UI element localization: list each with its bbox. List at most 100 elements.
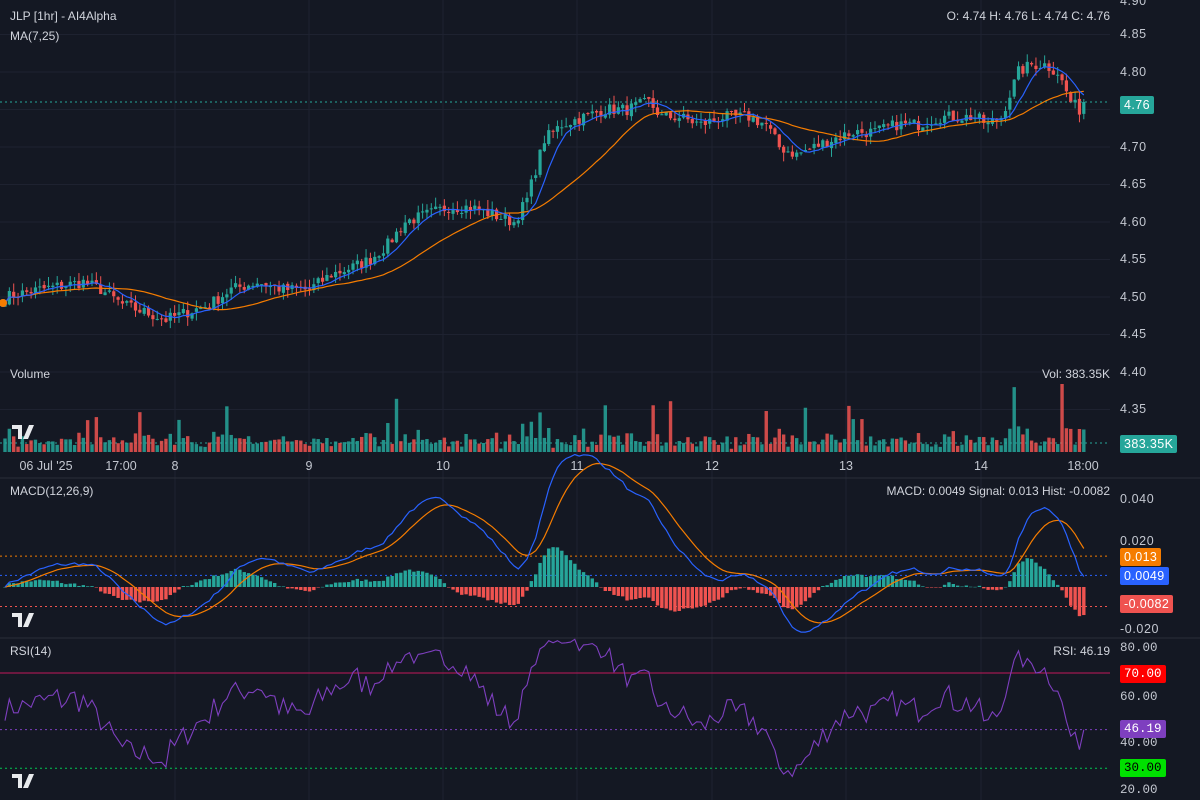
candle-body (177, 312, 181, 316)
volume-bar (3, 438, 7, 452)
candle-body (599, 111, 603, 117)
volume-bar (882, 439, 886, 452)
macd-histogram-bar (1038, 566, 1042, 587)
volume-bar (338, 442, 342, 452)
volume-bar (694, 446, 699, 452)
price-tick: 4.60 (1120, 215, 1147, 229)
candle-body (986, 122, 990, 125)
rsi-tick: 80.00 (1120, 641, 1158, 655)
macd-histogram-bar (90, 586, 94, 587)
macd-histogram-bar (25, 580, 29, 587)
volume-bar (603, 405, 607, 452)
macd-histogram-bar (168, 587, 172, 596)
candle-body (825, 140, 829, 148)
volume-bar (38, 443, 42, 452)
candle-body (655, 107, 660, 116)
candle-body (360, 261, 364, 268)
candle-body (442, 205, 446, 212)
macd-histogram-bar (1047, 574, 1051, 587)
macd-histogram-bar (708, 587, 712, 603)
candle-body (1064, 80, 1068, 92)
volume-bar (621, 444, 625, 452)
volume-bar (316, 439, 320, 452)
volume-bar (412, 439, 416, 452)
tradingview-logo-icon (12, 425, 34, 439)
macd-histogram-bar (38, 579, 42, 587)
macd-histogram-bar (573, 563, 577, 587)
macd-histogram-bar (373, 581, 377, 587)
rsi-tick: 20.00 (1120, 783, 1158, 797)
volume-bar (755, 437, 760, 452)
candle-body (525, 197, 529, 203)
volume-bar (747, 433, 751, 452)
macd-line (4, 453, 1085, 633)
macd-histogram-bar (777, 587, 781, 604)
volume-bar (81, 437, 85, 452)
macd-histogram-bar (982, 587, 986, 589)
macd-histogram-bar (281, 586, 286, 587)
volume-bar (799, 444, 803, 452)
volume-bar (451, 441, 455, 452)
volume-bar (168, 433, 172, 452)
macd-histogram-bar (816, 587, 821, 591)
volume-bar (1016, 426, 1021, 452)
macd-histogram-bar (873, 575, 877, 587)
candle-body (668, 112, 673, 119)
volume-bar (455, 440, 460, 452)
volume-bar (768, 443, 773, 452)
volume-bar (460, 446, 464, 452)
macd-histogram-bar (81, 585, 85, 587)
volume-bar (703, 436, 708, 452)
candle-body (486, 208, 490, 217)
candle-body (394, 231, 399, 243)
volume-bar (503, 441, 507, 452)
macd-histogram-bar (677, 587, 681, 611)
volume-bar (107, 440, 112, 452)
macd-histogram-bar (686, 587, 690, 609)
candle-body (203, 306, 207, 308)
volume-bar (921, 443, 925, 452)
volume-bar (821, 439, 825, 452)
price-tick: 4.55 (1120, 252, 1147, 266)
macd-histogram-bar (159, 587, 164, 601)
candle-body (116, 297, 120, 300)
volume-bar (542, 437, 547, 452)
macd-histogram-bar (7, 583, 12, 587)
macd-histogram-bar (190, 584, 194, 587)
macd-histogram-bar (977, 585, 982, 587)
macd-histogram-bar (368, 581, 373, 587)
volume-bar (986, 445, 990, 452)
macd-histogram-bar (812, 587, 816, 593)
candle-body (181, 308, 185, 314)
candle-body (281, 284, 285, 293)
volume-bar (1003, 438, 1008, 452)
price-tick: 4.50 (1120, 290, 1147, 304)
volume-bar (1012, 387, 1016, 452)
macd-histogram-bar (964, 585, 969, 587)
macd-histogram-bar (251, 574, 255, 587)
volume-bar (329, 446, 333, 452)
volume-bar (294, 440, 299, 452)
price-tick: 4.65 (1120, 177, 1147, 191)
macd-histogram-bar (821, 585, 825, 587)
volume-bar (473, 439, 477, 452)
candle-body (916, 121, 921, 131)
volume-bar (673, 445, 677, 452)
candle-body (751, 117, 755, 122)
volume-bar (795, 438, 799, 452)
volume-bar (438, 439, 442, 452)
volume-bar (1047, 437, 1051, 452)
candle-body (690, 119, 694, 124)
candle-body (769, 125, 773, 129)
volume-bar (1051, 438, 1056, 452)
volume-bar (368, 433, 373, 452)
volume-bar (512, 441, 516, 452)
macd-histogram-bar (103, 587, 107, 594)
volume-bar (829, 434, 834, 452)
volume-bar (725, 436, 729, 452)
macd-histogram-bar (468, 587, 473, 596)
macd-histogram-bar (790, 587, 795, 610)
macd-histogram-bar (486, 587, 490, 601)
macd-histogram-bar (803, 587, 808, 602)
